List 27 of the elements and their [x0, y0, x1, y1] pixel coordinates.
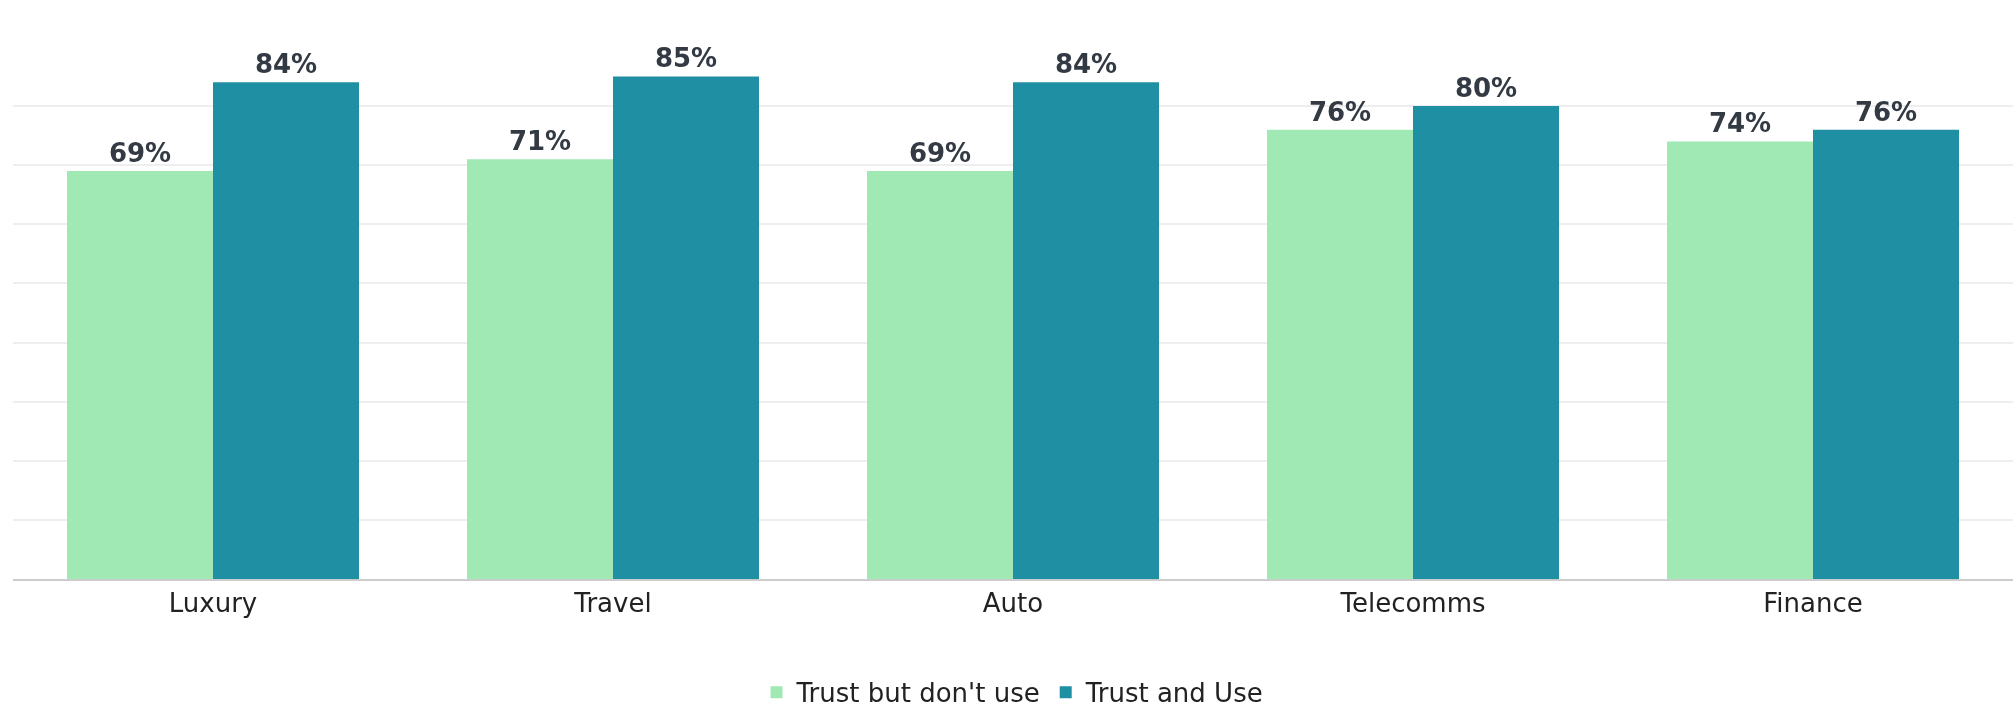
data-label: 74%	[1708, 108, 1772, 139]
data-label: 76%	[1854, 96, 1918, 127]
bar	[1013, 82, 1159, 579]
x-tick-label: Telecomms	[1339, 588, 1486, 619]
data-label: 71%	[508, 126, 572, 157]
bar	[613, 76, 759, 579]
bar	[67, 171, 213, 579]
x-tick-label: Auto	[982, 588, 1044, 619]
data-label: 84%	[254, 49, 318, 80]
bar	[1267, 129, 1413, 579]
data-label: 85%	[654, 43, 718, 74]
x-tick-label: Travel	[573, 588, 652, 619]
bar	[213, 82, 359, 579]
x-tick-label: Luxury	[168, 588, 258, 619]
data-label: 76%	[1308, 96, 1372, 127]
data-label: 80%	[1454, 73, 1518, 104]
data-label: 69%	[108, 138, 172, 169]
bar	[1813, 129, 1959, 579]
x-tick-label: Finance	[1763, 588, 1863, 619]
data-label: 84%	[1054, 49, 1118, 80]
data-label: 69%	[908, 138, 972, 169]
bar	[1413, 106, 1559, 579]
legend-label: Trust but don't use	[795, 678, 1040, 709]
bar	[467, 159, 613, 579]
legend-label: Trust and Use	[1084, 678, 1263, 709]
bar	[1667, 141, 1813, 579]
bar	[867, 171, 1013, 579]
